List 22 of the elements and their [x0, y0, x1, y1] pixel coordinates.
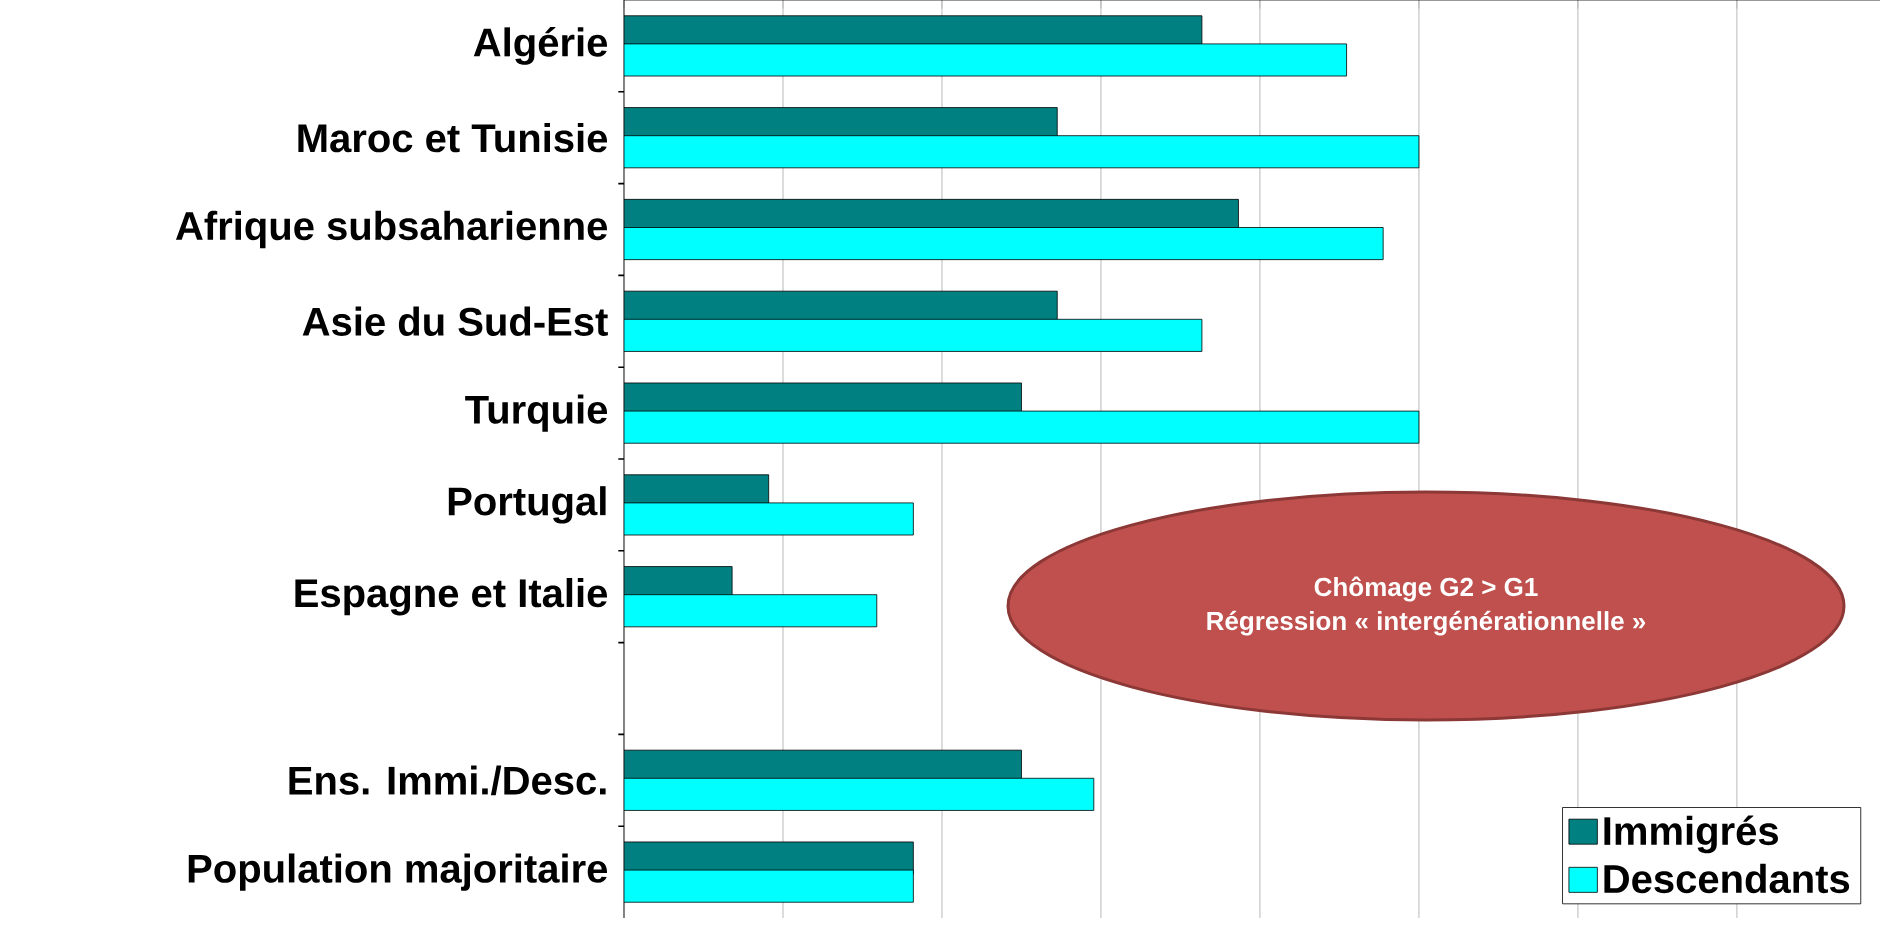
annotation: Régression « intergénérationnelle »: [1207, 610, 1646, 636]
annotation: Chômage G2 > G1: [1314, 576, 1538, 602]
y-tick-label: Espagne et Italie: [295, 577, 608, 616]
bar: [624, 594, 878, 628]
y-tick-label: Turquie: [465, 394, 608, 432]
y-tick-label: Afrique subsaharienne: [175, 210, 608, 249]
bar: [624, 135, 1420, 169]
y-tick-label: Maroc et Tunisie: [298, 123, 608, 153]
bar: [624, 869, 914, 903]
y-tick-label: Asie du Sud-Est: [302, 306, 608, 336]
legend-label: Descendants: [1604, 863, 1850, 894]
y-tick-label: Ens. Immi./Desc.: [289, 765, 606, 796]
bar: [624, 777, 1095, 811]
y-tick-label: Portugal: [448, 486, 606, 524]
bar: [624, 410, 1420, 444]
legend-label: Immigrés: [1604, 815, 1778, 854]
bar: [624, 43, 1347, 77]
bar: [624, 502, 914, 536]
bar: [624, 227, 1384, 261]
y-tick-label: Population majoritaire: [188, 853, 608, 891]
y-tick-label: Algérie: [473, 27, 608, 65]
bar: [624, 318, 1203, 352]
